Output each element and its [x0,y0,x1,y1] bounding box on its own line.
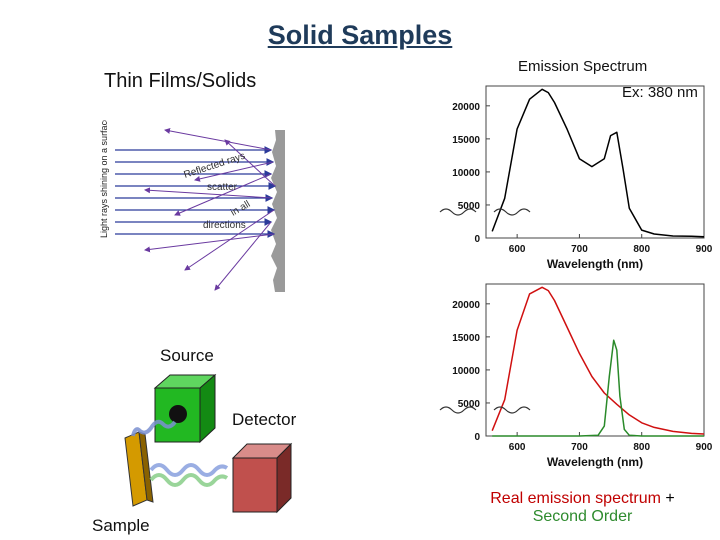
x-tick-label: 700 [571,442,588,453]
scatter-label: scatter [207,182,238,193]
reflected-label: Reflected rays [183,151,247,181]
incident-rays [115,146,277,238]
y-tick-label: 10000 [452,366,480,377]
right-heading: Emission Spectrum [518,58,648,75]
y-tick-label: 15000 [452,135,480,146]
x-tick-label: 800 [633,244,650,255]
caption-red-part: Real emission spectrum [490,490,661,507]
y-tick-label: 15000 [452,333,480,344]
caption-plus: + [660,490,675,507]
x-tick-label: 600 [509,244,526,255]
x-tick-label: 700 [571,244,588,255]
y-tick-label: 20000 [452,300,480,311]
excitation-label: Ex: 380 nm [620,84,700,101]
bottom-caption: Real emission spectrum + Second Order [470,490,695,526]
source-cube [153,373,217,444]
axis-break-mark [439,406,531,414]
emission-beam-green [149,473,229,487]
rays-side-label: Light rays shining on a surface [99,120,109,238]
emission-second-order-chart: 0 5000 10000 15000 20000 600 700 800 900 Waveleng… [439,283,713,469]
x-tick-label: 900 [696,442,713,453]
sample-plate [124,431,154,507]
y-tick-label: 10000 [452,168,480,179]
emission-spectrum-chart: 0 5000 10000 15000 20000 600 700 800 900 Waveleng… [439,85,713,271]
in-all-label: in all [229,199,252,219]
directions-label: directions [203,220,246,231]
series-line [492,339,704,437]
series-line [491,286,705,435]
source-label: Source [160,346,214,365]
plot-frame [485,283,705,437]
setup-illustration [124,373,293,514]
sample-label: Sample [92,516,150,535]
x-axis-label: Wavelength (nm) [547,455,643,469]
source-aperture [169,405,187,423]
x-axis-label: Wavelength (nm) [547,257,643,271]
emission-beam-blue [149,463,229,477]
scatter-illustration: Light rays shining on a surface Reflecte… [99,120,285,292]
axis-break-mark [439,208,531,216]
slide-title: Solid Samples [267,20,453,50]
y-tick-label: 20000 [452,102,480,113]
x-tick-label: 800 [633,442,650,453]
excitation-beam [131,419,177,437]
y-tick-label: 0 [474,234,480,245]
plot-frame [485,85,705,239]
x-tick-label: 600 [509,442,526,453]
scattered-rays [144,127,276,291]
y-tick-label: 0 [474,432,480,443]
caption-green-part: Second Order [532,508,633,525]
left-heading: Thin Films/Solids [104,70,257,92]
series-line [491,88,705,238]
detector-label: Detector [232,410,297,429]
x-tick-label: 900 [696,244,713,255]
y-tick-label: 5000 [458,201,481,212]
y-tick-label: 5000 [458,399,481,410]
detector-cube [231,442,293,514]
